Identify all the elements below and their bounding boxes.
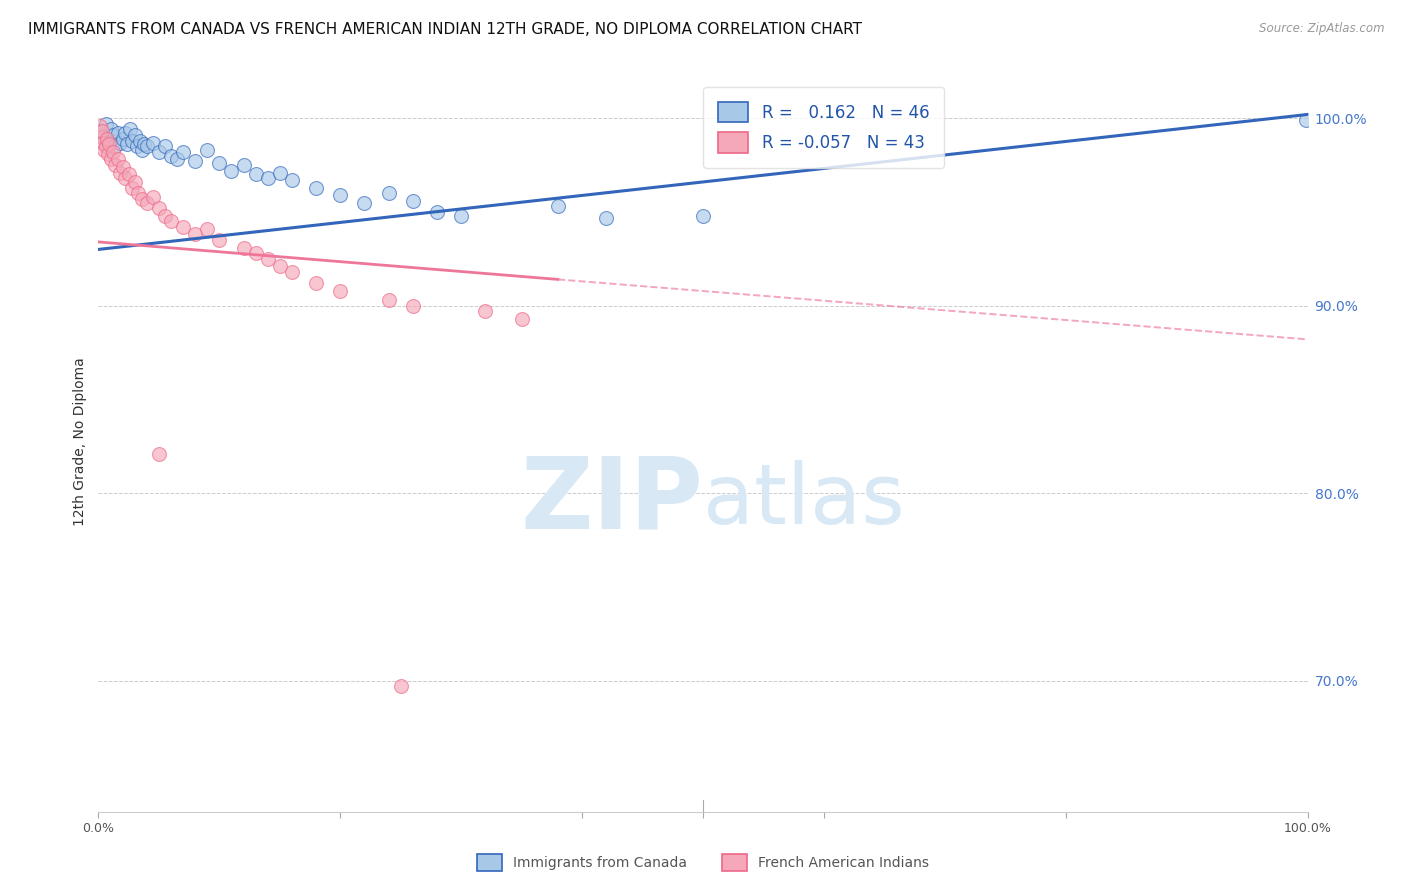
Point [402,194,425,208]
Point [595,211,617,225]
Point [172,219,194,234]
Point [208,156,231,170]
Point [402,299,425,313]
Point [89,119,111,133]
Point [148,447,170,461]
Point [208,233,231,247]
Point [91,136,114,150]
Point [184,227,207,242]
Text: atlas: atlas [703,460,904,541]
Point [450,209,472,223]
Point [135,139,157,153]
Point [256,171,278,186]
Point [221,163,243,178]
Text: IMMIGRANTS FROM CANADA VS FRENCH AMERICAN INDIAN 12TH GRADE, NO DIPLOMA CORRELAT: IMMIGRANTS FROM CANADA VS FRENCH AMERICA… [28,22,862,37]
Point [329,284,352,298]
Point [256,252,278,266]
Point [118,122,141,136]
Point [97,146,120,161]
Point [91,124,114,138]
Point [1295,113,1317,128]
Point [160,214,183,228]
Point [93,143,115,157]
Point [232,158,254,172]
Point [124,128,146,142]
Point [124,175,146,189]
Point [692,209,714,223]
Point [166,153,188,167]
Point [104,139,127,153]
Point [94,139,117,153]
Point [131,192,153,206]
Point [329,188,352,202]
Point [108,165,131,179]
Point [114,171,136,186]
Point [117,137,139,152]
Point [377,293,399,307]
Text: ZIP: ZIP [520,452,703,549]
Point [153,139,176,153]
Point [148,145,170,159]
Point [118,168,141,182]
Point [91,130,114,145]
Point [510,311,533,326]
Point [142,190,165,204]
Point [153,209,176,223]
Point [100,153,122,167]
Point [121,134,143,148]
Point [98,137,121,152]
Point [108,136,131,150]
Point [426,205,449,219]
Point [100,122,122,136]
Point [94,117,117,131]
Point [142,136,165,150]
Point [160,149,183,163]
Point [305,276,328,290]
Point [121,180,143,194]
Point [195,143,218,157]
Point [195,222,218,236]
Legend: R =   0.162   N = 46, R = -0.057   N = 43: R = 0.162 N = 46, R = -0.057 N = 43 [703,87,945,168]
Point [90,130,112,145]
Point [97,134,120,148]
Point [269,260,291,274]
Point [131,143,153,157]
Point [111,160,134,174]
Point [353,195,375,210]
Point [127,186,149,201]
Point [135,195,157,210]
Point [104,158,127,172]
Y-axis label: 12th Grade, No Diploma: 12th Grade, No Diploma [73,357,87,526]
Point [281,173,304,187]
Point [107,126,129,140]
Point [90,124,112,138]
Point [107,153,129,167]
Point [305,180,328,194]
Point [111,132,134,146]
Point [232,241,254,255]
Text: Source: ZipAtlas.com: Source: ZipAtlas.com [1260,22,1385,36]
Point [114,126,136,140]
Point [547,199,569,213]
Legend: Immigrants from Canada, French American Indians: Immigrants from Canada, French American … [471,848,935,876]
Point [96,132,118,146]
Point [172,145,194,159]
Point [389,679,412,693]
Point [148,201,170,215]
Point [134,137,156,152]
Point [245,168,267,182]
Point [474,304,496,318]
Point [101,128,124,142]
Point [184,154,207,169]
Point [245,246,267,260]
Point [281,265,304,279]
Point [127,139,149,153]
Point [269,165,291,179]
Point [128,134,150,148]
Point [101,145,124,159]
Point [377,186,399,201]
